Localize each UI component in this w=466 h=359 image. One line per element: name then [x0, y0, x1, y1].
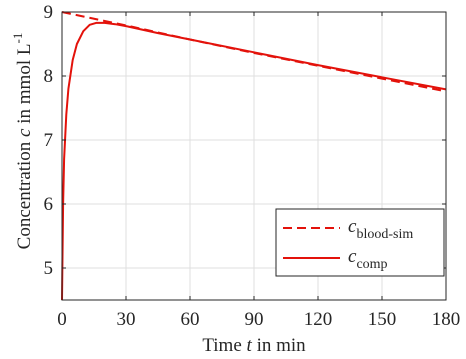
y-tick-label: 9 — [44, 2, 54, 23]
legend: cblood-sim ccomp — [275, 208, 445, 277]
axis-ticks: 0 30 60 90 120 150 180 5 6 7 8 9 — [44, 2, 461, 330]
x-tick-label: 180 — [432, 309, 461, 330]
y-axis-title: Concentration c in mmol L-1 — [10, 33, 35, 250]
x-tick-label: 150 — [368, 309, 397, 330]
legend-label-blood-sim: cblood-sim — [348, 216, 413, 242]
y-tick-label: 8 — [44, 66, 54, 87]
x-tick-label: 0 — [57, 309, 67, 330]
x-tick-label: 60 — [181, 309, 200, 330]
y-tick-label: 7 — [44, 130, 54, 151]
x-axis-title: Time t in min — [202, 335, 306, 356]
y-tick-label: 6 — [44, 194, 54, 215]
x-tick-label: 90 — [245, 309, 264, 330]
legend-label-comp: ccomp — [348, 246, 388, 272]
y-tick-label: 5 — [44, 258, 54, 279]
series-lines — [61, 11, 447, 301]
x-tick-label: 30 — [117, 309, 136, 330]
x-tick-label: 120 — [304, 309, 333, 330]
series-line-comp — [61, 21, 447, 301]
legend-box — [275, 208, 445, 277]
